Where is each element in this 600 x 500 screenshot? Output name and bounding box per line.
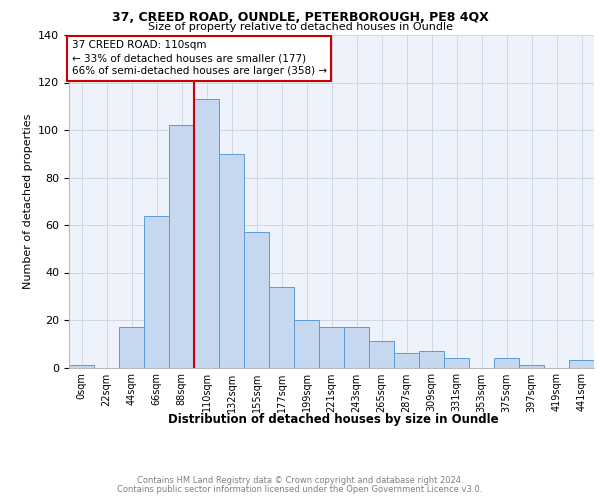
Bar bbox=[569, 360, 594, 368]
Text: Distribution of detached houses by size in Oundle: Distribution of detached houses by size … bbox=[167, 412, 499, 426]
Bar bbox=[519, 365, 544, 368]
Y-axis label: Number of detached properties: Number of detached properties bbox=[23, 114, 32, 289]
Bar bbox=[119, 327, 144, 368]
Text: Contains public sector information licensed under the Open Government Licence v3: Contains public sector information licen… bbox=[118, 485, 482, 494]
Bar bbox=[69, 365, 94, 368]
Bar bbox=[169, 125, 194, 368]
Bar bbox=[494, 358, 519, 368]
Bar bbox=[319, 327, 344, 368]
Bar bbox=[369, 342, 394, 367]
Text: 37, CREED ROAD, OUNDLE, PETERBOROUGH, PE8 4QX: 37, CREED ROAD, OUNDLE, PETERBOROUGH, PE… bbox=[112, 11, 488, 24]
Bar bbox=[294, 320, 319, 368]
Bar bbox=[269, 287, 294, 368]
Bar bbox=[419, 351, 444, 368]
Text: 37 CREED ROAD: 110sqm
← 33% of detached houses are smaller (177)
66% of semi-det: 37 CREED ROAD: 110sqm ← 33% of detached … bbox=[71, 40, 327, 76]
Bar bbox=[394, 353, 419, 368]
Text: Size of property relative to detached houses in Oundle: Size of property relative to detached ho… bbox=[148, 22, 452, 32]
Bar bbox=[194, 99, 219, 367]
Bar bbox=[344, 327, 369, 368]
Bar bbox=[219, 154, 244, 368]
Bar bbox=[444, 358, 469, 368]
Bar bbox=[144, 216, 169, 368]
Bar bbox=[244, 232, 269, 368]
Text: Contains HM Land Registry data © Crown copyright and database right 2024.: Contains HM Land Registry data © Crown c… bbox=[137, 476, 463, 485]
